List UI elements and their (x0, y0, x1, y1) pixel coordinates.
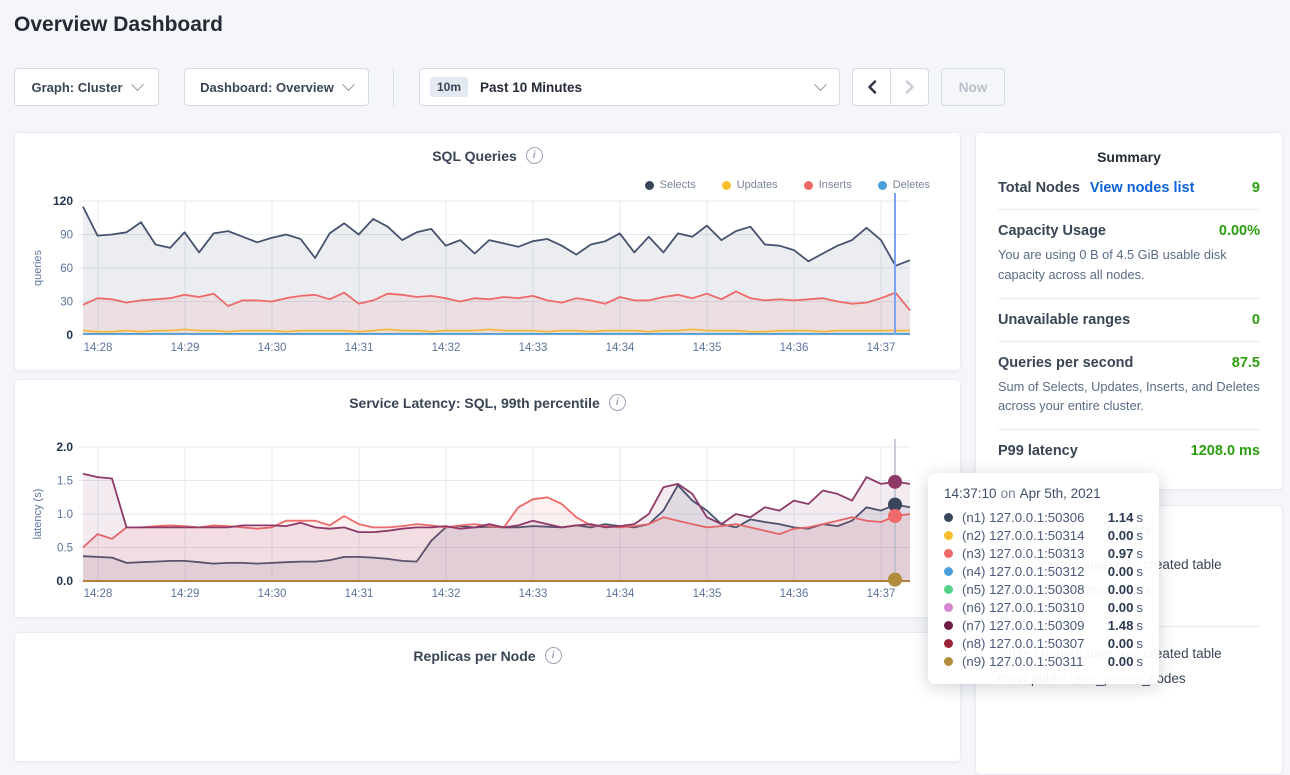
svg-text:14:35: 14:35 (693, 588, 722, 600)
svg-text:0.5: 0.5 (57, 543, 73, 555)
svg-text:14:35: 14:35 (693, 342, 722, 354)
svg-text:14:32: 14:32 (432, 588, 461, 600)
svg-text:14:31: 14:31 (345, 342, 374, 354)
svg-text:14:37: 14:37 (867, 342, 896, 354)
unavailable-ranges-value: 0 (1252, 312, 1260, 328)
svg-text:14:29: 14:29 (171, 588, 200, 600)
node-dot-icon (944, 657, 953, 666)
svg-text:14:31: 14:31 (345, 588, 374, 600)
svg-text:queries: queries (32, 249, 44, 286)
node-dot-icon (944, 603, 953, 612)
controls-divider (393, 68, 394, 106)
chevron-right-icon (905, 80, 915, 94)
svg-text:120: 120 (53, 194, 73, 208)
svg-text:14:28: 14:28 (84, 342, 113, 354)
time-step-buttons (852, 68, 929, 106)
time-range-dropdown[interactable]: 10m Past 10 Minutes (419, 68, 840, 106)
svg-text:0.0: 0.0 (56, 574, 73, 588)
dashboard-controls: Graph: Cluster Dashboard: Overview 10m P… (14, 68, 1005, 106)
svg-text:latency (s): latency (s) (32, 489, 44, 540)
total-nodes-value: 9 (1252, 180, 1260, 196)
p99-latency-value: 1208.0 ms (1191, 443, 1260, 459)
svg-text:90: 90 (60, 230, 73, 242)
tooltip-row: (n2) 127.0.0.1:503140.00s (944, 526, 1143, 544)
time-range-chip: 10m (430, 77, 468, 97)
tooltip-row: (n1) 127.0.0.1:503061.14s (944, 508, 1143, 526)
svg-text:0: 0 (66, 328, 73, 342)
svg-text:14:36: 14:36 (780, 588, 809, 600)
tooltip-row: (n5) 127.0.0.1:503080.00s (944, 580, 1143, 598)
dashboard-dropdown-label: Dashboard: Overview (200, 80, 334, 95)
summary-row-qps: Queries per second 87.5 Sum of Selects, … (998, 342, 1260, 431)
chart-title: Replicas per Node (413, 648, 535, 664)
tooltip-row: (n3) 127.0.0.1:503130.97s (944, 544, 1143, 562)
tooltip-row: (n7) 127.0.0.1:503091.48s (944, 616, 1143, 634)
svg-text:14:34: 14:34 (606, 588, 635, 600)
chevron-down-icon (131, 78, 144, 91)
node-dot-icon (944, 513, 953, 522)
svg-text:14:33: 14:33 (519, 588, 548, 600)
svg-text:14:30: 14:30 (258, 588, 287, 600)
svg-text:1.5: 1.5 (57, 476, 73, 488)
node-dot-icon (944, 585, 953, 594)
chevron-down-icon (342, 78, 355, 91)
svg-text:30: 30 (60, 297, 73, 309)
node-dot-icon (944, 621, 953, 630)
capacity-usage-value: 0.00% (1219, 223, 1260, 239)
svg-text:14:32: 14:32 (432, 342, 461, 354)
tooltip-row: (n6) 127.0.0.1:503100.00s (944, 598, 1143, 616)
summary-row-capacity: Capacity Usage 0.00% You are using 0 B o… (998, 210, 1260, 299)
next-time-button[interactable] (890, 69, 928, 105)
dashboard-dropdown[interactable]: Dashboard: Overview (184, 68, 369, 106)
svg-text:14:37: 14:37 (867, 588, 896, 600)
node-dot-icon (944, 639, 953, 648)
service-latency-chart-card: Service Latency: SQL, 99th percentile i … (14, 379, 961, 618)
chevron-left-icon (867, 80, 877, 94)
replicas-title-row: Replicas per Node i (15, 633, 960, 664)
prev-time-button[interactable] (853, 69, 890, 105)
summary-title: Summary (976, 133, 1282, 167)
tooltip-row: (n8) 127.0.0.1:503070.00s (944, 634, 1143, 652)
info-icon[interactable]: i (545, 647, 562, 664)
svg-text:14:30: 14:30 (258, 342, 287, 354)
summary-row-total-nodes: Total Nodes View nodes list 9 (998, 167, 1260, 210)
node-dot-icon (944, 531, 953, 540)
chevron-down-icon (814, 78, 827, 91)
summary-row-p99: P99 latency 1208.0 ms (998, 430, 1260, 472)
qps-subtext: Sum of Selects, Updates, Inserts, and De… (998, 377, 1260, 417)
qps-value: 87.5 (1232, 355, 1260, 371)
svg-text:14:36: 14:36 (780, 342, 809, 354)
tooltip-timestamp: 14:37:10onApr 5th, 2021 (944, 486, 1143, 501)
tooltip-row: (n9) 127.0.0.1:503110.00s (944, 652, 1143, 670)
sql-queries-chart-card: SQL Queries i Selects Updates Inserts De… (14, 132, 961, 371)
summary-body: Total Nodes View nodes list 9 Capacity U… (976, 167, 1282, 472)
svg-text:14:28: 14:28 (84, 588, 113, 600)
svg-text:1.0: 1.0 (57, 509, 73, 521)
graph-dropdown-label: Graph: Cluster (31, 80, 122, 95)
capacity-usage-subtext: You are using 0 B of 4.5 GiB usable disk… (998, 245, 1260, 285)
summary-row-unavailable: Unavailable ranges 0 (998, 299, 1260, 342)
time-range-label: Past 10 Minutes (480, 80, 582, 95)
replicas-per-node-chart-card: Replicas per Node i (14, 632, 961, 762)
page-title: Overview Dashboard (14, 13, 223, 37)
now-button[interactable]: Now (941, 68, 1005, 106)
service-latency-chart[interactable]: 0.0 0.5 1.0 1.5 2.0 14:28 14:29 14:30 14:31 14:32… (15, 380, 960, 617)
view-nodes-list-link[interactable]: View nodes list (1090, 180, 1195, 196)
node-dot-icon (944, 567, 953, 576)
sql-queries-chart[interactable]: 0 30 60 90 120 14:28 14:29 14:30 14:31 14:32 14:33… (15, 133, 960, 370)
svg-text:2.0: 2.0 (56, 440, 73, 454)
chart-hover-tooltip: 14:37:10onApr 5th, 2021 (n1) 127.0.0.1:5… (928, 473, 1159, 684)
svg-text:60: 60 (60, 263, 73, 275)
svg-text:14:34: 14:34 (606, 342, 635, 354)
tooltip-row: (n4) 127.0.0.1:503120.00s (944, 562, 1143, 580)
graph-dropdown[interactable]: Graph: Cluster (14, 68, 159, 106)
svg-text:14:33: 14:33 (519, 342, 548, 354)
svg-text:14:29: 14:29 (171, 342, 200, 354)
summary-panel: Summary Total Nodes View nodes list 9 Ca… (975, 132, 1283, 490)
node-dot-icon (944, 549, 953, 558)
